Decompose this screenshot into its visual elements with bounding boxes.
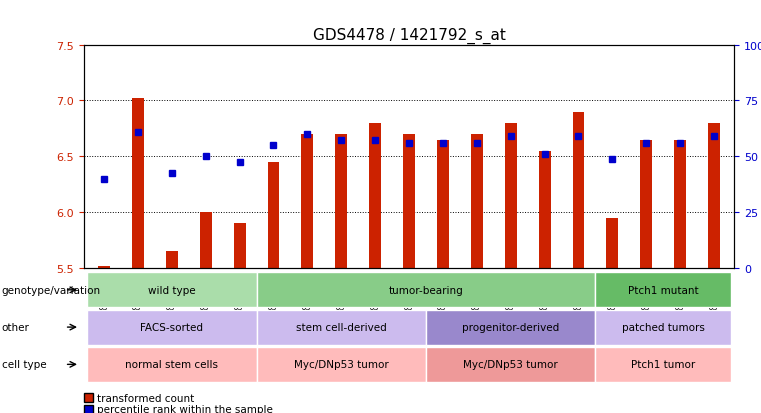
Text: progenitor-derived: progenitor-derived [462, 322, 559, 332]
Text: other: other [2, 322, 30, 332]
Bar [505, 123, 517, 268]
Bar [572, 112, 584, 268]
Text: wild type: wild type [148, 285, 196, 295]
Text: tumor-bearing: tumor-bearing [389, 285, 463, 295]
Text: FACS-sorted: FACS-sorted [140, 322, 203, 332]
Text: stem cell-derived: stem cell-derived [296, 322, 387, 332]
Bar [200, 213, 212, 268]
Bar [369, 123, 381, 268]
Bar [640, 140, 652, 268]
Bar [437, 140, 449, 268]
Title: GDS4478 / 1421792_s_at: GDS4478 / 1421792_s_at [313, 28, 505, 44]
Text: transformed count: transformed count [97, 393, 194, 403]
Text: Myc/DNp53 tumor: Myc/DNp53 tumor [294, 359, 389, 370]
Text: patched tumors: patched tumors [622, 322, 705, 332]
Bar [98, 266, 110, 268]
Bar [132, 99, 144, 268]
Bar [166, 252, 178, 268]
Text: normal stem cells: normal stem cells [126, 359, 218, 370]
Text: genotype/variation: genotype/variation [2, 285, 100, 295]
Bar [674, 140, 686, 268]
Bar [268, 162, 279, 268]
Bar [607, 218, 618, 268]
Text: Ptch1 tumor: Ptch1 tumor [631, 359, 696, 370]
Bar [708, 123, 720, 268]
Bar [336, 135, 347, 268]
Bar [301, 135, 314, 268]
Text: cell type: cell type [2, 359, 46, 370]
Bar [471, 135, 482, 268]
Bar [234, 224, 246, 268]
Text: Myc/DNp53 tumor: Myc/DNp53 tumor [463, 359, 558, 370]
Bar [403, 135, 415, 268]
Bar [539, 152, 550, 268]
Text: Ptch1 mutant: Ptch1 mutant [628, 285, 699, 295]
Text: percentile rank within the sample: percentile rank within the sample [97, 404, 272, 413]
